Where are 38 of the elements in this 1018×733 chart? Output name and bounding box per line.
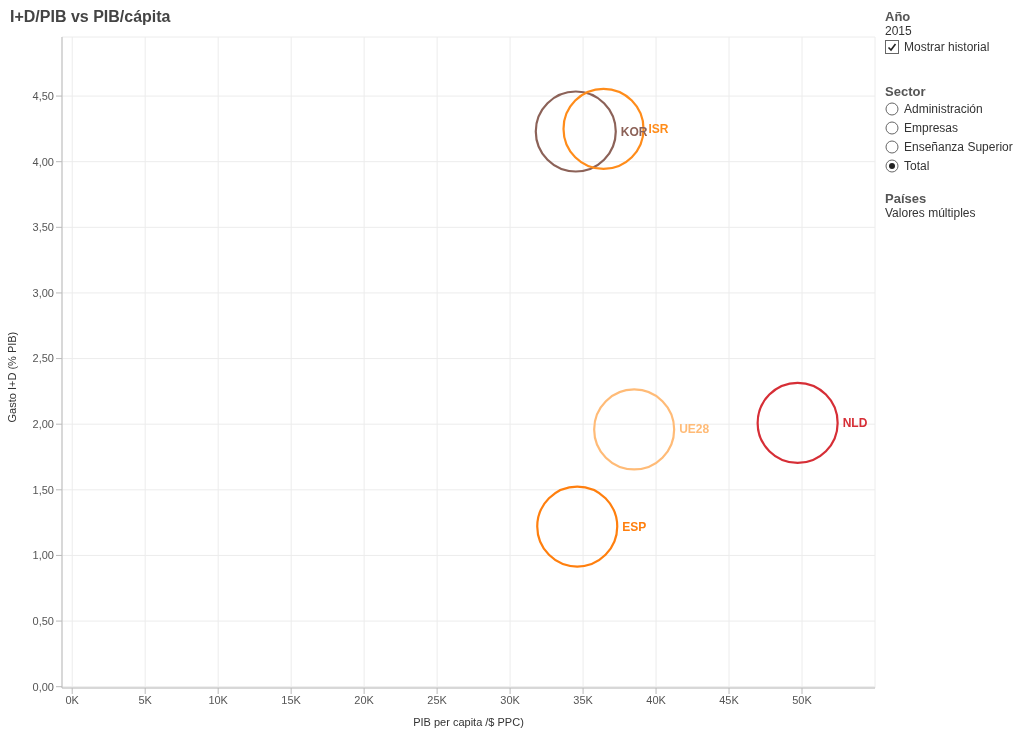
y-tick-label: 1,50: [32, 483, 54, 496]
text: Empresas: [903, 119, 960, 137]
y-tick-label: 0,50: [32, 614, 54, 627]
text: Sector: [885, 84, 927, 99]
x-tick-label: 15K: [281, 693, 302, 706]
y-tick-label: 4,50: [32, 89, 54, 102]
x-tick-label: 40K: [646, 693, 667, 706]
text: 2015: [885, 24, 913, 38]
x-tick-label: 5K: [138, 693, 153, 706]
series-label: ESP: [622, 519, 647, 534]
series-label: NLD: [842, 415, 868, 430]
x-tick-label: 30K: [500, 693, 521, 706]
text: Enseñanza Superior: [903, 138, 1014, 156]
x-tick-label: 0K: [65, 693, 80, 706]
x-tick-label: 35K: [573, 693, 594, 706]
y-tick-label: 1,00: [32, 549, 54, 562]
x-tick-label: 20K: [354, 693, 375, 706]
x-tick-label: 10K: [208, 693, 229, 706]
series-label: ISR: [648, 121, 669, 136]
text: Administración: [903, 100, 984, 118]
y-tick-label: 0,00: [32, 680, 54, 693]
text: Total: [903, 157, 931, 175]
y-tick-label: 2,00: [32, 418, 54, 431]
x-axis-title: PIB per capita /$ PPC): [413, 716, 524, 728]
text: Año: [885, 9, 912, 24]
text: Valores múltiples: [885, 206, 977, 220]
text: Países: [885, 191, 928, 206]
x-tick-label: 25K: [427, 693, 448, 706]
y-tick-label: 3,00: [32, 286, 54, 299]
y-tick-label: 2,50: [32, 352, 54, 365]
text: Mostrar historial: [903, 40, 991, 54]
series-label: UE28: [679, 422, 710, 437]
x-tick-label: 50K: [792, 693, 813, 706]
y-tick-label: 4,00: [32, 155, 54, 168]
chart-title: I+D/PIB vs PIB/cápita: [10, 8, 171, 26]
x-tick-label: 45K: [719, 693, 740, 706]
y-tick-label: 3,50: [32, 221, 54, 234]
y-axis-title: Gasto I+D (% PIB): [5, 331, 18, 423]
